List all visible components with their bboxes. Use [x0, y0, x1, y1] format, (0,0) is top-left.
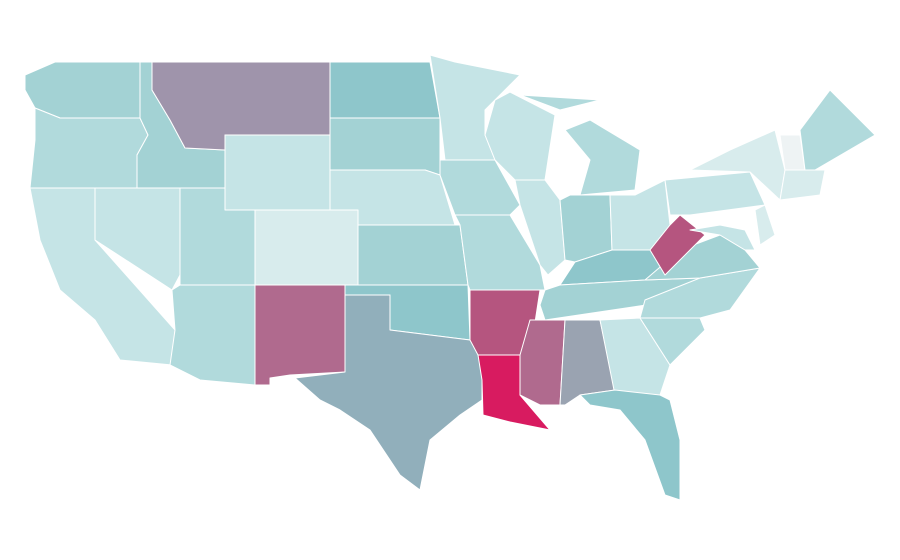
state: [329, 117, 441, 176]
state: [519, 94, 641, 196]
state: [689, 224, 756, 251]
state: [579, 389, 681, 501]
state: [754, 204, 776, 246]
state: [294, 294, 483, 491]
state: [599, 317, 671, 396]
state: [357, 224, 469, 286]
state: [559, 194, 613, 263]
state: [514, 179, 566, 276]
state: [254, 209, 359, 286]
state: [224, 134, 331, 211]
state: [779, 169, 826, 201]
state: [169, 284, 256, 386]
state: [29, 107, 149, 189]
state: [664, 171, 766, 216]
state: [519, 319, 566, 406]
state: [329, 61, 441, 119]
state: [254, 284, 346, 386]
state: [24, 61, 141, 119]
